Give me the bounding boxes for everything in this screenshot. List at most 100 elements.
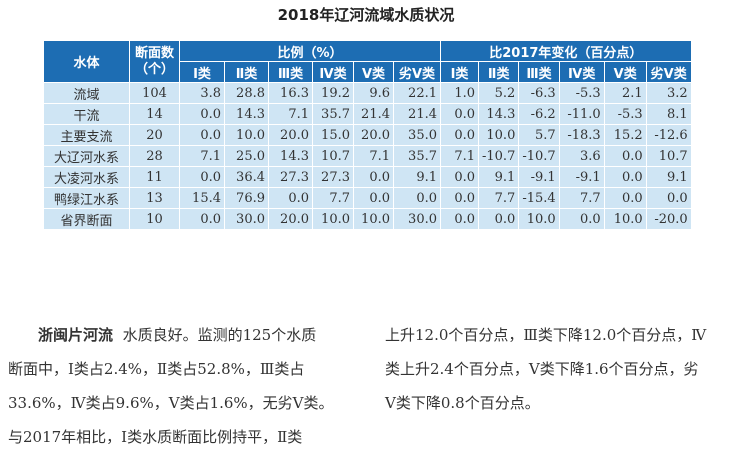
paragraph-line: 上升12.0个百分点，Ⅲ类下降12.0个百分点，Ⅳ [385, 326, 707, 344]
ratio-cell: 36.4 [224, 166, 269, 188]
ratio-cell: 27.3 [312, 166, 354, 188]
change-class-header: Ⅰ类 [440, 61, 479, 83]
ratio-class-header: Ⅴ类 [353, 61, 394, 83]
change-cell: 1.0 [440, 82, 479, 104]
table-title: 2018年辽河流域水质状况 [277, 6, 455, 24]
ratio-cell: 35.7 [312, 103, 354, 125]
change-cell: 8.1 [645, 103, 692, 125]
ratio-cell: 0.0 [179, 166, 225, 188]
change-cell: 9.1 [477, 166, 520, 188]
change-cell: -10.7 [477, 145, 520, 167]
paragraph-line: 水质良好。监测的125个水质 [122, 326, 317, 344]
ratio-cell: 9.1 [393, 166, 441, 188]
ratio-cell: 0.0 [179, 208, 225, 230]
change-cell: 5.2 [477, 82, 520, 104]
paragraph-right: 上升12.0个百分点，Ⅲ类下降12.0个百分点，Ⅳ 类上升2.4个百分点，Ⅴ类下… [385, 318, 730, 420]
change-cell: -6.2 [518, 103, 560, 125]
ratio-class-header: Ⅳ类 [312, 61, 354, 83]
table-row: 鸭绿江水系 13 15.4 76.9 0.0 7.7 0.0 0.0 0.0 7.7 -15.4 7.… [43, 187, 692, 209]
ratio-class-header: 劣Ⅴ类 [393, 61, 441, 83]
change-cell: 7.7 [477, 187, 520, 209]
ratio-cell: 16.3 [268, 82, 313, 104]
change-cell: 10.7 [645, 145, 692, 167]
change-class-header: Ⅱ类 [477, 61, 520, 83]
ratio-cell: 3.8 [179, 82, 225, 104]
ratio-cell: 25.0 [224, 145, 269, 167]
ratio-cell: 35.0 [393, 124, 441, 146]
header-ratio-group: 比例（%） [179, 40, 441, 62]
table-row: 流域 104 3.8 28.8 16.3 19.2 9.6 22.1 1.0 5.2 -6.3 -5.… [43, 82, 692, 104]
change-cell: 0.0 [645, 187, 692, 209]
paragraph-left: 浙闽片河流 水质良好。监测的125个水质 断面中，Ⅰ类占2.4%，Ⅱ类占52.8… [8, 318, 358, 454]
change-cell: -5.3 [558, 82, 605, 104]
ratio-cell: 7.1 [353, 145, 394, 167]
ratio-cell: 19.2 [312, 82, 354, 104]
ratio-cell: 15.0 [312, 124, 354, 146]
change-cell: -6.3 [518, 82, 560, 104]
change-cell: 3.6 [558, 145, 605, 167]
ratio-cell: 28.8 [224, 82, 269, 104]
table-row: 大辽河水系 28 7.1 25.0 14.3 10.7 7.1 35.7 7.1 -10.7 -10… [43, 145, 692, 167]
ratio-cell: 0.0 [393, 187, 441, 209]
ratio-cell: 0.0 [179, 103, 225, 125]
ratio-cell: 10.0 [353, 208, 394, 230]
water-body-cell: 省界断面 [43, 208, 130, 230]
change-class-header: 劣Ⅴ类 [645, 61, 692, 83]
ratio-cell: 35.7 [393, 145, 441, 167]
change-cell: 0.0 [603, 187, 647, 209]
change-cell: 0.0 [477, 208, 520, 230]
water-body-cell: 干流 [43, 103, 130, 125]
ratio-cell: 7.1 [179, 145, 225, 167]
ratio-class-header: Ⅱ类 [224, 61, 269, 83]
ratio-class-header: Ⅲ类 [268, 61, 313, 83]
change-cell: 0.0 [440, 103, 479, 125]
change-cell: 10.0 [518, 208, 560, 230]
change-cell: 0.0 [440, 208, 479, 230]
change-cell: 10.0 [603, 208, 647, 230]
header-change-group: 比2017年变化（百分点） [440, 40, 692, 62]
ratio-cell: 21.4 [393, 103, 441, 125]
water-quality-table: 水体 断面数（个） 比例（%） 比2017年变化（百分点） Ⅰ类 Ⅱ类 Ⅲ类 Ⅳ类 Ⅴ类… [43, 40, 692, 230]
change-class-header: Ⅴ类 [603, 61, 647, 83]
table-row: 主要支流 20 0.0 10.0 20.0 15.0 20.0 35.0 0.0 10.0 5.7-… [43, 124, 692, 146]
ratio-cell: 14.3 [224, 103, 269, 125]
ratio-cell: 21.4 [353, 103, 394, 125]
ratio-cell: 7.1 [268, 103, 313, 125]
paragraph-line: 33.6%，Ⅳ类占9.6%，Ⅴ类占1.6%，无劣Ⅴ类。 [8, 394, 334, 412]
ratio-cell: 10.0 [312, 208, 354, 230]
ratio-cell: 27.3 [268, 166, 313, 188]
header-count: 断面数（个） [129, 40, 180, 83]
change-cell: 14.3 [477, 103, 520, 125]
ratio-cell: 0.0 [353, 187, 394, 209]
header-water: 水体 [43, 40, 130, 83]
water-body-cell: 大凌河水系 [43, 166, 130, 188]
change-cell: -9.1 [518, 166, 560, 188]
table-row: 省界断面 10 0.0 30.0 20.0 10.0 10.0 30.0 0.0 0.0 10.0 0… [43, 208, 692, 230]
change-cell: 9.1 [645, 166, 692, 188]
ratio-class-header: Ⅰ类 [179, 61, 225, 83]
change-cell: 0.0 [603, 166, 647, 188]
ratio-cell: 0.0 [268, 187, 313, 209]
water-body-cell: 主要支流 [43, 124, 130, 146]
table-row: 干流 14 0.0 14.3 7.1 35.7 21.4 21.4 0.0 14.3 -6.2 -11… [43, 103, 692, 125]
count-cell: 14 [129, 103, 180, 125]
change-cell: -15.4 [518, 187, 560, 209]
change-cell: -5.3 [603, 103, 647, 125]
ratio-cell: 9.6 [353, 82, 394, 104]
table-row: 大凌河水系 11 0.0 36.4 27.3 27.3 0.0 9.1 0.0 9.1 -9.1 -9… [43, 166, 692, 188]
change-cell: -20.0 [645, 208, 692, 230]
paragraph-lead: 浙闽片河流 [38, 326, 114, 344]
ratio-cell: 20.0 [353, 124, 394, 146]
count-cell: 10 [129, 208, 180, 230]
water-body-cell: 大辽河水系 [43, 145, 130, 167]
ratio-cell: 14.3 [268, 145, 313, 167]
change-cell: 7.7 [558, 187, 605, 209]
change-cell: -11.0 [558, 103, 605, 125]
change-cell: 0.0 [440, 166, 479, 188]
change-cell: -10.7 [518, 145, 560, 167]
paragraph-line: Ⅴ类下降0.8个百分点。 [385, 394, 540, 412]
water-body-cell: 鸭绿江水系 [43, 187, 130, 209]
change-cell: -18.3 [558, 124, 605, 146]
change-cell: 0.0 [558, 208, 605, 230]
ratio-cell: 20.0 [268, 208, 313, 230]
